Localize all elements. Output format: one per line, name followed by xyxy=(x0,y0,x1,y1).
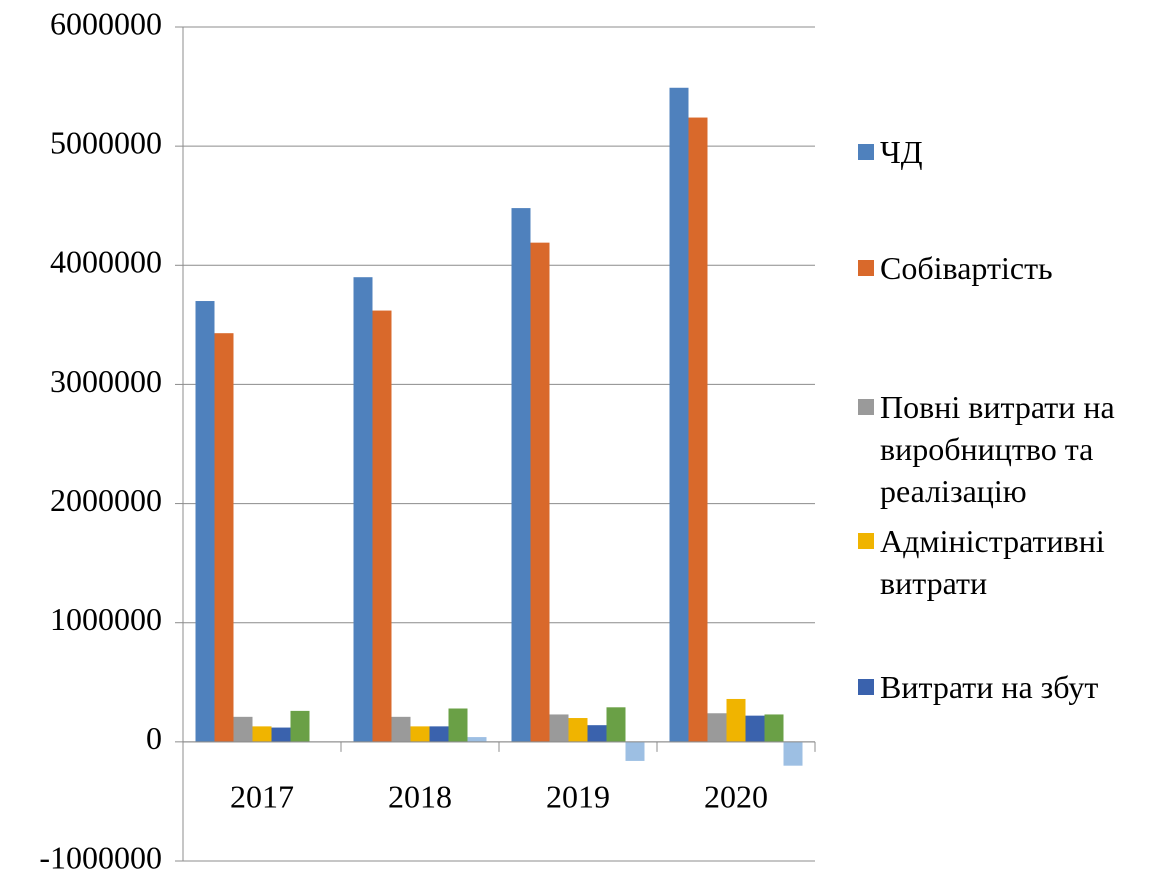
legend-item: Адміністративні витрати xyxy=(858,520,1164,604)
bar xyxy=(252,726,272,742)
legend-swatch xyxy=(858,533,874,549)
y-tick-label: 1000000 xyxy=(50,601,162,637)
bar xyxy=(606,707,626,742)
legend-item: ЧД xyxy=(858,131,1164,173)
legend-label: Витрати на збут xyxy=(880,669,1099,705)
bar xyxy=(530,242,550,742)
bar xyxy=(669,87,689,742)
bar xyxy=(353,277,373,742)
y-tick-label: 2000000 xyxy=(50,482,162,518)
bar xyxy=(783,741,803,766)
bar xyxy=(625,741,645,761)
bar xyxy=(688,117,708,742)
x-tick-label: 2019 xyxy=(546,778,610,814)
x-tick-label: 2017 xyxy=(230,778,294,814)
bar xyxy=(764,714,784,742)
legend-label: ЧД xyxy=(880,134,923,170)
legend-item: Витрати на збут xyxy=(858,666,1164,708)
y-tick-label: 6000000 xyxy=(50,5,162,41)
legend-label: Адміністративні витрати xyxy=(880,523,1105,601)
bar xyxy=(290,710,310,742)
y-tick-label: 0 xyxy=(146,720,162,756)
y-tick-label: 5000000 xyxy=(50,124,162,160)
bar xyxy=(410,726,430,742)
bar xyxy=(195,301,215,742)
legend-swatch xyxy=(858,679,874,695)
y-tick-label: -1000000 xyxy=(39,839,162,875)
bar xyxy=(233,716,253,742)
y-tick-label: 4000000 xyxy=(50,244,162,280)
bar xyxy=(391,716,411,742)
legend-label: Собівартість xyxy=(880,250,1053,286)
bar xyxy=(271,727,291,742)
bar xyxy=(467,737,487,742)
legend-item: Собівартість xyxy=(858,247,1164,289)
bar xyxy=(511,208,531,742)
legend-item: Повні витрати на виробництво та реалізац… xyxy=(858,386,1164,512)
bar xyxy=(707,713,727,742)
legend-swatch xyxy=(858,144,874,160)
y-tick-label: 3000000 xyxy=(50,363,162,399)
bar xyxy=(429,726,449,742)
x-tick-label: 2020 xyxy=(704,778,768,814)
bar xyxy=(549,714,569,742)
bar xyxy=(448,708,468,742)
bar xyxy=(745,715,765,742)
legend-swatch xyxy=(858,399,874,415)
legend-label: Повні витрати на виробництво та реалізац… xyxy=(880,389,1115,509)
bar xyxy=(587,725,607,742)
bar xyxy=(568,718,588,742)
legend-swatch xyxy=(858,260,874,276)
x-tick-label: 2018 xyxy=(388,778,452,814)
bar xyxy=(372,310,392,742)
bar xyxy=(214,333,234,742)
bar xyxy=(726,698,746,742)
